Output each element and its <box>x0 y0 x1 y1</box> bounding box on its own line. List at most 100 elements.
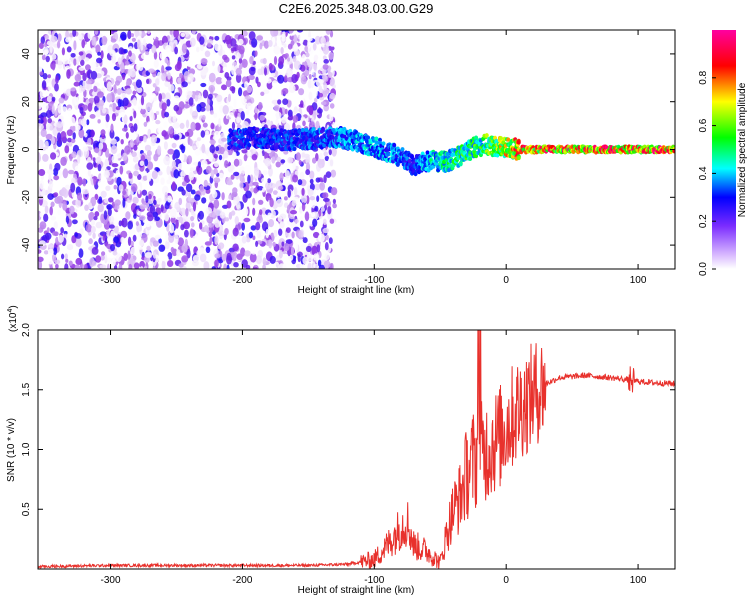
heatmap-cell <box>205 207 212 215</box>
heatmap-cell <box>256 35 263 41</box>
heatmap-cell <box>137 185 141 195</box>
heatmap-cell <box>214 235 219 245</box>
heatmap-cell <box>207 93 213 100</box>
heatmap-cell <box>128 50 132 57</box>
heatmap-cell <box>309 196 316 201</box>
heatmap-cell <box>304 211 310 222</box>
heatmap-cell <box>276 192 281 198</box>
heatmap-cell <box>189 139 193 147</box>
heatmap-cell <box>130 33 134 38</box>
heatmap-cell <box>332 203 337 209</box>
heatmap-cell <box>329 218 335 224</box>
heatmap-cell <box>407 158 412 164</box>
heatmap-cell <box>93 175 97 186</box>
heatmap-cell <box>80 209 85 217</box>
heatmap-cell <box>146 121 151 128</box>
heatmap-cell <box>308 74 312 80</box>
heatmap-cell <box>48 248 54 256</box>
heatmap-cell <box>292 146 297 152</box>
heatmap-cell <box>243 217 251 223</box>
heatmap-cell <box>148 193 152 200</box>
heatmap-cell <box>43 213 49 222</box>
heatmap-cell <box>232 151 237 159</box>
colorbar-gradient <box>712 30 736 269</box>
heatmap-cell <box>300 76 307 85</box>
heatmap-cell <box>137 102 142 112</box>
heatmap-cell <box>288 30 294 34</box>
heatmap-cell <box>53 247 58 255</box>
heatmap-cell <box>196 103 202 113</box>
heatmap-cell <box>199 253 207 263</box>
heatmap-cell <box>38 227 44 233</box>
heatmap-cell <box>95 156 102 163</box>
heatmap-cell <box>90 129 95 138</box>
heatmap-cell <box>290 246 295 256</box>
heatmap-cell <box>288 96 294 101</box>
heatmap-cell <box>60 156 67 166</box>
heatmap-cell <box>171 181 176 191</box>
heatmap-cell <box>329 42 336 47</box>
heatmap-cell <box>57 59 63 69</box>
heatmap-cell <box>234 111 238 118</box>
heatmap-cell <box>49 206 53 216</box>
heatmap-cell <box>84 204 89 211</box>
heatmap-cell <box>120 230 128 239</box>
colorbar-tick-label: 0.2 <box>698 214 709 228</box>
heatmap-cell <box>208 212 216 218</box>
heatmap-cell <box>93 95 100 104</box>
heatmap-cell <box>41 80 47 89</box>
heatmap-cell <box>315 177 321 183</box>
heatmap-cell <box>148 68 155 73</box>
heatmap-cell <box>112 192 118 200</box>
heatmap-cell <box>215 77 223 85</box>
heatmap-cell <box>60 39 65 47</box>
heatmap-cell <box>86 119 90 126</box>
heatmap-cell <box>283 75 288 82</box>
heatmap-cell <box>256 230 261 239</box>
heatmap-cell <box>278 131 283 136</box>
heatmap-cell <box>214 259 219 268</box>
heatmap-cell <box>60 131 67 141</box>
heatmap-cell <box>111 113 117 122</box>
heatmap-cell <box>252 235 256 241</box>
spectrogram-x-label: Height of straight line (km) <box>298 285 415 296</box>
heatmap-cell <box>268 40 273 47</box>
heatmap-cell <box>144 144 152 152</box>
heatmap-cell <box>158 93 162 102</box>
heatmap-cell <box>137 174 142 180</box>
heatmap-cell <box>180 170 186 177</box>
x-tick-label: 0 <box>503 275 509 286</box>
heatmap-cell <box>180 152 185 162</box>
heatmap-cell <box>80 85 86 92</box>
heatmap-cell <box>320 206 325 212</box>
heatmap-cell <box>516 155 521 161</box>
heatmap-cell <box>111 54 116 64</box>
heatmap-cell <box>287 43 293 50</box>
heatmap-cell <box>217 55 223 64</box>
heatmap-cell <box>207 42 212 48</box>
x-tick-label: 100 <box>630 575 647 586</box>
heatmap-cell <box>271 156 276 164</box>
heatmap-cell <box>80 59 85 66</box>
heatmap-cell <box>250 187 255 193</box>
heatmap-cell <box>93 160 97 167</box>
heatmap-cell <box>194 149 201 156</box>
heatmap-cell <box>104 198 109 204</box>
heatmap-cell <box>258 101 263 112</box>
heatmap-cell <box>173 95 180 101</box>
heatmap-cell <box>158 238 162 244</box>
heatmap-cell <box>55 75 59 84</box>
heatmap-cell <box>57 209 61 216</box>
heatmap-cell <box>308 107 314 116</box>
heatmap-cell <box>324 155 330 161</box>
heatmap-cell <box>97 180 105 188</box>
heatmap-cell <box>244 164 252 174</box>
heatmap-cell <box>196 137 201 142</box>
heatmap-cell <box>323 260 331 269</box>
heatmap-cell <box>275 111 282 119</box>
heatmap-cell <box>297 179 303 186</box>
heatmap-cell <box>282 98 289 105</box>
heatmap-cell <box>420 151 425 156</box>
heatmap-cell <box>94 193 99 200</box>
heatmap-cell <box>85 223 92 233</box>
